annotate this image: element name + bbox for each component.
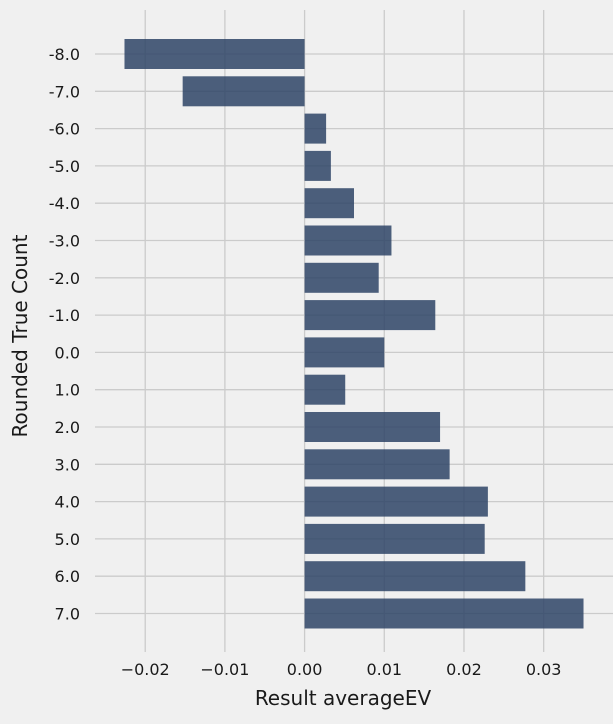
bar	[304, 262, 379, 293]
x-tick-label: 0.01	[366, 660, 402, 679]
bar	[304, 113, 327, 144]
y-axis-label: Rounded True Count	[8, 234, 32, 437]
x-tick-label: −0.02	[121, 660, 170, 679]
y-tick-label: -1.0	[49, 306, 80, 325]
y-tick-label: -2.0	[49, 269, 80, 288]
bar	[304, 449, 450, 480]
bar	[304, 300, 436, 331]
x-tick-labels: −0.02 −0.01 0.00 0.01 0.02 0.03	[121, 660, 562, 679]
y-tick-label: -7.0	[49, 82, 80, 101]
y-tick-labels: -8.0 -7.0 -6.0 -5.0 -4.0 -3.0 -2.0 -1.0 0.0 1.0 2.…	[49, 45, 80, 624]
y-tick-label: -5.0	[49, 157, 80, 176]
bar	[304, 374, 346, 405]
x-axis-label: Result averageEV	[255, 686, 432, 710]
y-tick-label: -6.0	[49, 120, 80, 139]
x-tick-label: 0.02	[446, 660, 482, 679]
y-tick-label: 1.0	[55, 381, 80, 400]
bar	[304, 225, 392, 256]
y-tick-label: -4.0	[49, 194, 80, 213]
y-tick-label: 6.0	[55, 567, 80, 586]
bar	[304, 598, 584, 629]
y-tick-label: 2.0	[55, 418, 80, 437]
y-tick-label: 4.0	[55, 493, 80, 512]
bar	[304, 150, 331, 181]
y-tick-label: 5.0	[55, 530, 80, 549]
bar	[304, 561, 526, 592]
bar	[304, 188, 354, 219]
x-tick-label: 0.03	[526, 660, 562, 679]
bar	[124, 39, 305, 69]
bars	[124, 39, 584, 629]
grid-lines	[95, 10, 613, 652]
bar	[304, 523, 485, 554]
y-tick-label: -3.0	[49, 232, 80, 251]
bar	[304, 486, 488, 517]
y-tick-label: 3.0	[55, 455, 80, 474]
y-tick-label: -8.0	[49, 45, 80, 64]
y-tick-label: 7.0	[55, 605, 80, 624]
x-tick-label: −0.01	[200, 660, 249, 679]
y-tick-label: 0.0	[55, 343, 80, 362]
bar	[182, 76, 305, 107]
bar	[304, 412, 441, 442]
x-tick-label: 0.00	[287, 660, 323, 679]
bar	[304, 337, 385, 368]
